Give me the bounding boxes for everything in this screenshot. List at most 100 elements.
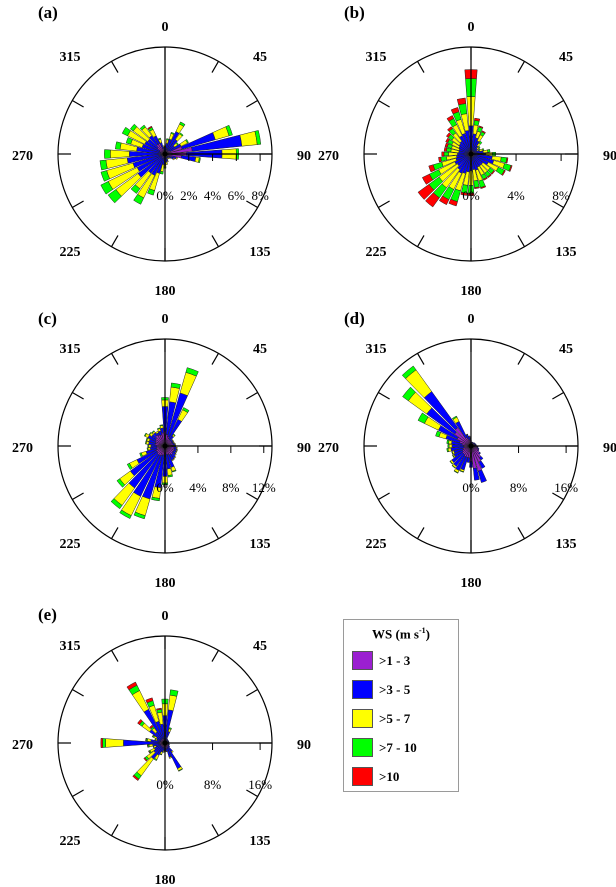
rose-bar-segment: [149, 724, 154, 729]
circle-tick: [110, 824, 119, 836]
rose-center: [468, 151, 474, 157]
direction-label: 180: [461, 284, 482, 299]
legend-item: >7 - 10: [344, 733, 458, 762]
legend-item: >3 - 5: [344, 675, 458, 704]
rose-bar-segment: [179, 132, 184, 137]
direction-label: 315: [366, 50, 387, 65]
circle-tick: [416, 61, 425, 73]
rose-bar-segment: [446, 448, 449, 453]
rose-bar-segment: [417, 183, 435, 200]
circle-tick: [246, 688, 258, 697]
direction-label: 45: [559, 342, 573, 357]
rose-bar-segment: [137, 719, 143, 725]
rose-bar-segment: [487, 148, 491, 153]
direction-label: 0: [162, 20, 169, 35]
rose-bar-segment: [130, 184, 141, 194]
legend-label: >3 - 5: [379, 681, 411, 697]
radial-tick-label: 0%: [156, 188, 174, 203]
rose-bar-segment: [490, 170, 496, 175]
rose-bar-segment: [168, 727, 172, 730]
radial-tick-label: 4%: [189, 480, 207, 495]
circle-tick: [378, 391, 390, 400]
rose-bar-segment: [107, 189, 122, 204]
panel-label: (d): [344, 309, 365, 328]
circle-tick: [246, 789, 258, 798]
rose-bar-segment: [451, 464, 456, 469]
rose-bar-segment: [445, 132, 452, 138]
rose-bar-segment: [474, 186, 480, 190]
radial-tick-label: 6%: [228, 188, 246, 203]
radial-tick-label: 0%: [462, 188, 480, 203]
direction-label: 135: [556, 245, 577, 260]
rose-bar-segment: [146, 744, 149, 748]
rose-bar-segment: [508, 165, 513, 172]
rose-bar-segment: [446, 115, 455, 122]
rose-bar-segment: [168, 756, 172, 759]
rose-bar-segment: [439, 195, 450, 206]
rose-bar-segment: [102, 738, 106, 748]
rose-bar-segment: [171, 438, 174, 442]
rose-bar-segment: [473, 467, 480, 481]
rose-bar-segment: [166, 138, 170, 141]
direction-label: 0: [162, 609, 169, 624]
rose-bar-segment: [444, 142, 449, 148]
circle-tick: [517, 353, 526, 365]
direction-label: 180: [155, 284, 176, 299]
radial-tick-label: 8%: [222, 480, 240, 495]
windrose-panel: (e) 0% 8% 16% 0 45 90 135 180 225 270 315: [12, 605, 311, 887]
legend-label: >7 - 10: [379, 739, 417, 755]
rose-bar-segment: [435, 430, 441, 438]
rose-bar-segment: [417, 412, 429, 424]
windrose-panel: (b) 0% 4% 8% 0 45 90 135 180 225 270 315: [318, 3, 616, 299]
rose-bar-segment: [156, 427, 161, 430]
circle-tick: [517, 61, 526, 73]
direction-label: 315: [60, 639, 81, 654]
rose-bar-segment: [481, 130, 486, 134]
direction-label: 135: [250, 245, 271, 260]
legend-label: >1 - 3: [379, 652, 411, 668]
circle-tick: [211, 235, 220, 247]
circle-tick: [211, 824, 220, 836]
rose-bar-segment: [401, 365, 417, 380]
rose-bar-segment: [480, 185, 487, 189]
direction-label: 270: [318, 149, 339, 164]
legend-swatch-7-10: [352, 738, 373, 757]
rose-bar-segment: [169, 689, 179, 697]
rose-bar-segment: [100, 181, 114, 195]
rose-bar-segment: [168, 157, 172, 160]
windrose-panel: (c) 0% 4% 8% 12% 0 45 90 135 180 225 270 315: [12, 309, 311, 591]
rose-bar-segment: [148, 444, 152, 448]
circle-tick: [416, 235, 425, 247]
rose-bar-segment: [481, 148, 485, 151]
circle-tick: [72, 99, 84, 108]
radial-tick-label: 8%: [510, 480, 528, 495]
rose-bar-segment: [447, 126, 453, 132]
rose-bar-segment: [443, 151, 449, 157]
direction-label: 270: [12, 149, 33, 164]
rose-bar-segment: [445, 137, 450, 144]
circle-tick: [211, 527, 220, 539]
rose-bar-segment: [478, 451, 481, 455]
rose-bar-segment: [478, 147, 481, 151]
legend-swatch-1-3: [352, 651, 373, 670]
rose-bar-segment: [175, 449, 178, 452]
direction-label: 180: [155, 873, 176, 887]
rose-bar-segment: [468, 435, 471, 438]
rose-bar-segment: [477, 145, 481, 149]
rose-center: [162, 740, 168, 746]
panel-label: (a): [38, 3, 58, 22]
rose-center: [468, 443, 474, 449]
rose-bar-segment: [145, 440, 147, 445]
rose-bar-segment: [159, 170, 164, 175]
rose-bar-segment: [165, 161, 168, 165]
rose-bar-segment: [460, 191, 468, 196]
rose-bar-segment: [156, 707, 162, 711]
direction-label: 90: [297, 441, 311, 456]
direction-label: 135: [250, 537, 271, 552]
circle-tick: [552, 99, 564, 108]
direction-label: 90: [603, 441, 616, 456]
circle-tick: [110, 353, 119, 365]
direction-label: 270: [12, 441, 33, 456]
rose-bar-segment: [179, 121, 186, 127]
